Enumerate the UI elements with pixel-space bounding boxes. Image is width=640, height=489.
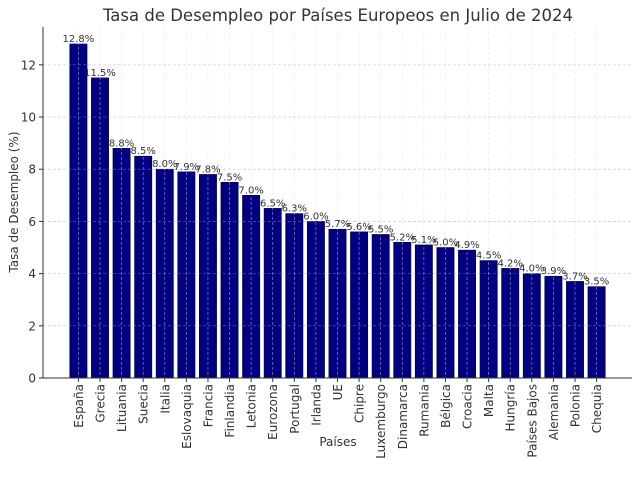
data-label: 7.5% <box>217 172 242 183</box>
y-tick-label: 8 <box>28 163 36 177</box>
data-labels: 12.8% 11.5% 8.8%8.5% 8.0%7.9%7.8%7.5% 7.0% 6.… <box>63 34 610 288</box>
data-label: 4.9% <box>454 240 479 251</box>
x-tick-label: Países Bajos <box>525 384 539 458</box>
x-tick-label: Eslovaquia <box>180 384 194 449</box>
x-tick-label: Letonia <box>245 384 259 428</box>
data-label: 7.0% <box>238 185 263 196</box>
y-tick-label: 2 <box>28 319 36 333</box>
x-tick-label: Italia <box>158 384 172 414</box>
bar-Luxemburgo <box>371 234 390 379</box>
x-tick-label: España <box>72 384 86 428</box>
x-tick-label: Grecia <box>94 384 108 423</box>
x-tick-label: Alemania <box>547 384 561 440</box>
x-tick-label: Chequia <box>590 384 604 433</box>
data-label: 4.0% <box>519 264 544 275</box>
x-tick-label: Lituania <box>115 384 129 432</box>
y-axis-label: Tasa de Desempleo (%) <box>7 131 21 273</box>
data-label: 3.9% <box>541 266 566 277</box>
data-label: 11.5% <box>84 68 116 79</box>
data-label: 7.8% <box>195 164 220 175</box>
x-tick-label: Luxemburgo <box>374 384 388 459</box>
data-label: 3.5% <box>584 277 609 288</box>
data-label: 6.0% <box>303 211 328 222</box>
data-label: 4.2% <box>498 258 523 269</box>
data-label: 6.5% <box>260 198 285 209</box>
data-label: 7.9% <box>174 162 199 173</box>
y-tick-label: 10 <box>21 111 36 125</box>
chart-title: Tasa de Desempleo por Países Europeos en… <box>102 6 573 25</box>
data-label: 5.0% <box>433 238 458 249</box>
x-tick-label: Chipre <box>353 384 367 423</box>
x-tick-label: Finlandia <box>223 384 237 438</box>
data-label: 3.7% <box>562 271 587 282</box>
grid-overlay <box>43 27 632 379</box>
data-label: 12.8% <box>63 34 95 45</box>
data-label: 6.3% <box>282 204 307 215</box>
y-tick-label: 4 <box>28 267 36 281</box>
data-label: 5.1% <box>411 235 436 246</box>
x-tick-label: Croacia <box>461 384 475 429</box>
x-tick-label: Irlanda <box>309 384 323 426</box>
data-label: 5.2% <box>390 232 415 243</box>
x-tick-label: Polonia <box>569 384 583 427</box>
data-label: 8.5% <box>130 146 155 157</box>
x-tick-label: Eurozona <box>266 384 280 440</box>
x-tick-label: Hungría <box>504 384 518 431</box>
y-tick-label: 0 <box>28 372 36 386</box>
y-tick-label: 6 <box>28 215 36 229</box>
x-tick-label: Bélgica <box>439 384 453 428</box>
x-axis-label: Países <box>319 435 356 449</box>
y-axis-ticks: 0 2 4 6 8 10 12 <box>21 58 43 386</box>
x-tick-label: Suecia <box>137 384 151 424</box>
x-tick-label: Francia <box>201 384 215 427</box>
x-tick-label: Portugal <box>288 384 302 434</box>
data-label: 5.5% <box>368 224 393 235</box>
data-label: 4.5% <box>476 251 501 262</box>
y-tick-label: 12 <box>21 58 36 72</box>
data-label: 5.6% <box>346 222 371 233</box>
data-label: 5.7% <box>325 219 350 230</box>
x-tick-label: Malta <box>482 384 496 417</box>
x-tick-label: UE <box>331 384 345 400</box>
data-label: 8.8% <box>109 138 134 149</box>
x-axis-ticks: España Grecia Lituania Suecia Italia Eslovaqu… <box>72 378 604 459</box>
x-tick-label: Dinamarca <box>396 384 410 449</box>
data-label: 8.0% <box>152 159 177 170</box>
x-tick-label: Rumania <box>417 384 431 437</box>
